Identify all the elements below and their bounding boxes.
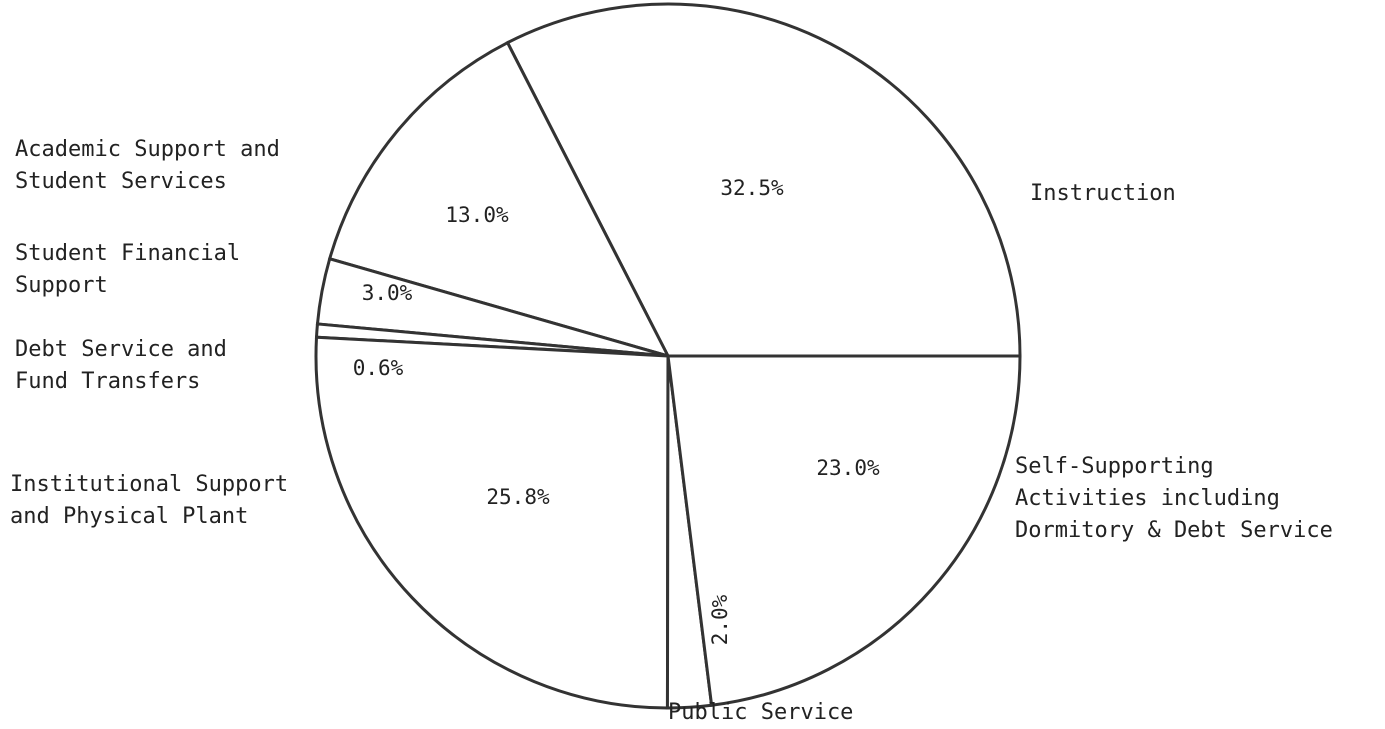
pie-slice xyxy=(327,40,671,359)
value-label: 13.0% xyxy=(445,203,509,227)
value-label: 2.0% xyxy=(708,594,732,646)
category-label: Self-Supporting Activities including Dor… xyxy=(1015,454,1333,543)
value-label: 3.0% xyxy=(361,281,413,305)
category-label: Instruction xyxy=(1030,181,1176,206)
category-label: Debt Service and Fund Transfers xyxy=(15,337,227,394)
category-label: Academic Support and Student Services xyxy=(15,137,280,194)
category-label: Public Service xyxy=(668,700,854,725)
value-label: 0.6% xyxy=(352,356,404,380)
pie-slice xyxy=(666,354,1022,707)
category-label: Student Financial Support xyxy=(15,241,241,298)
value-label: 25.8% xyxy=(486,485,550,509)
pie-slice xyxy=(314,335,670,710)
pie-slice xyxy=(505,2,1022,358)
value-label: 23.0% xyxy=(816,456,880,480)
value-label: 32.5% xyxy=(720,176,784,200)
category-label: Institutional Support and Physical Plant xyxy=(10,472,289,529)
